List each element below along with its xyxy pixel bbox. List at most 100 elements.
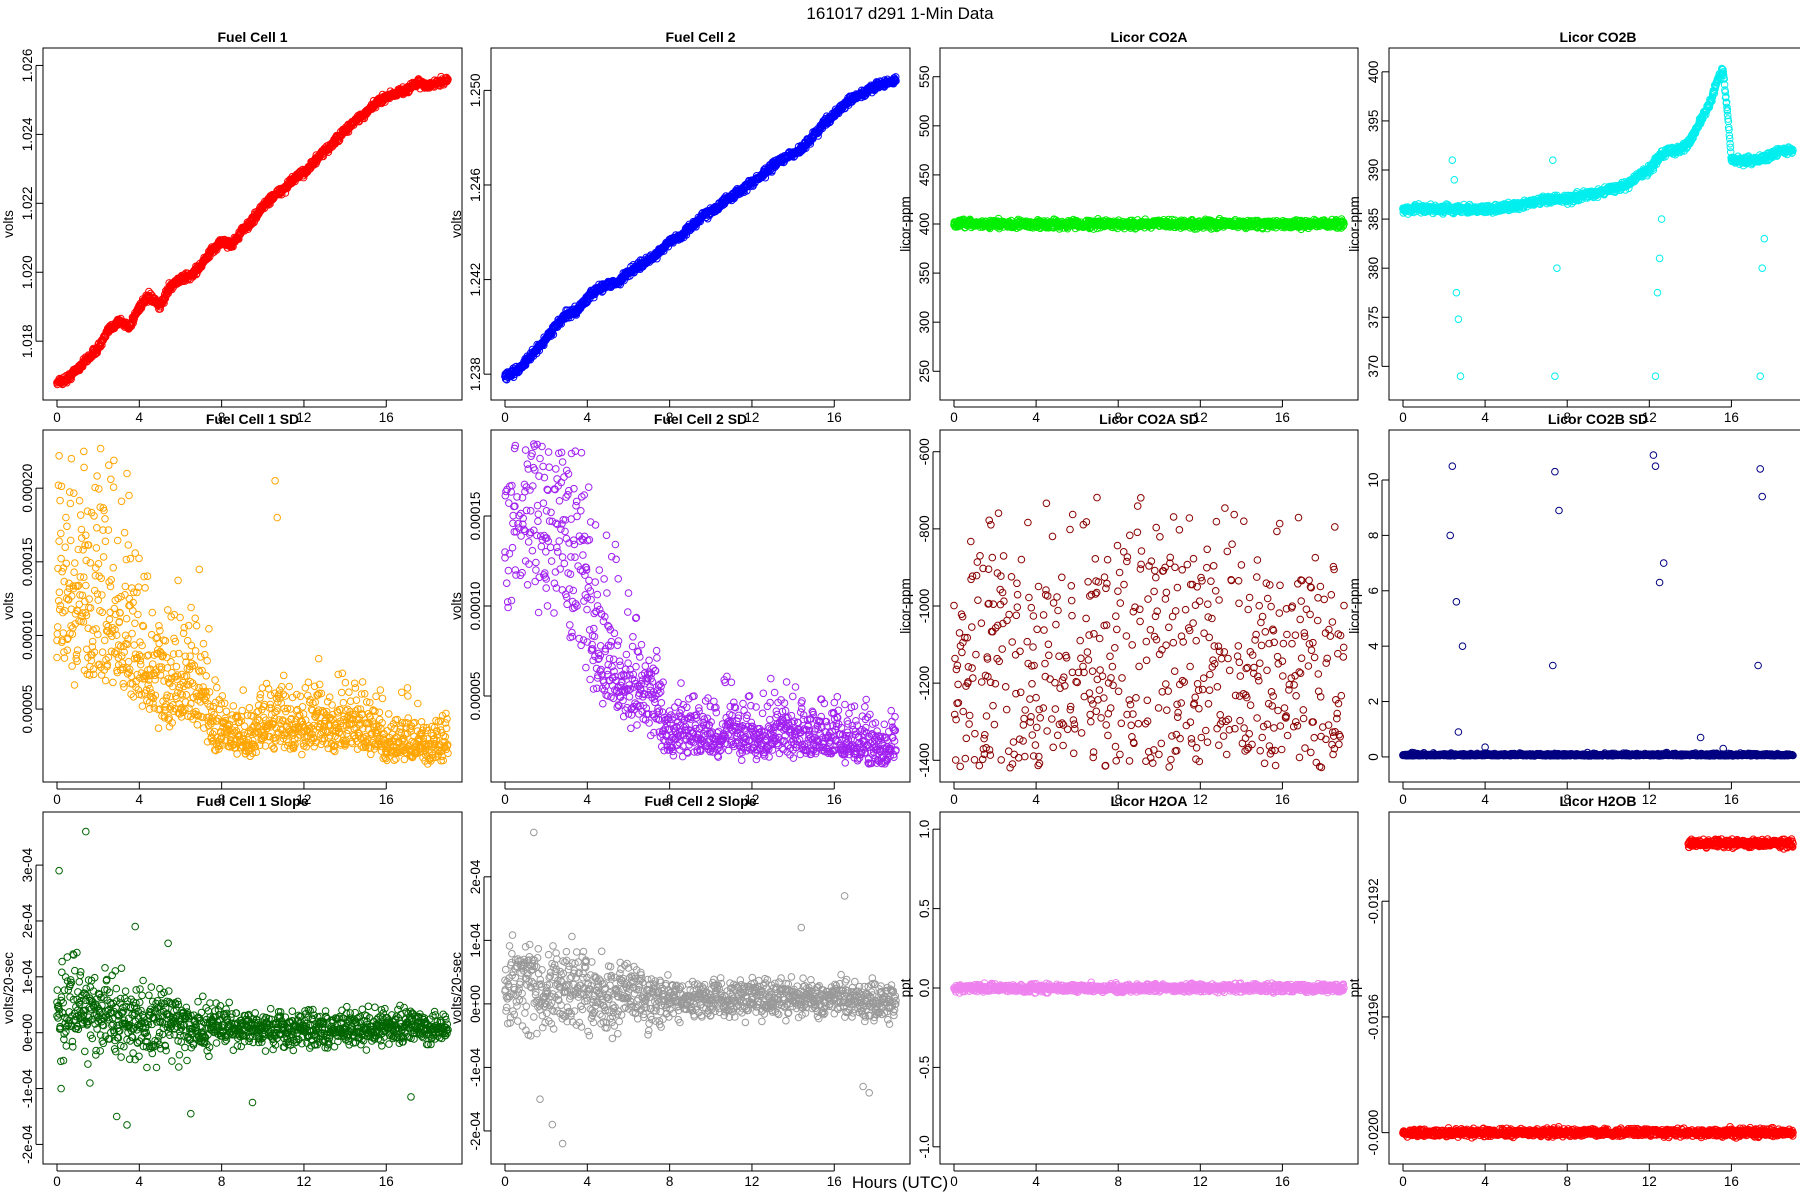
figure-title: 161017 d291 1-Min Data xyxy=(806,4,994,23)
data-point xyxy=(56,496,64,505)
data-point xyxy=(101,515,109,523)
data-point xyxy=(1655,254,1664,263)
x-tick-label: 16 xyxy=(379,410,394,425)
y-tick-label: 375 xyxy=(1366,306,1381,329)
x-tick-label: 16 xyxy=(827,410,842,425)
y-tick-label: 1.018 xyxy=(20,324,35,358)
data-point xyxy=(77,525,86,534)
y-tick-label: 400 xyxy=(917,213,932,236)
plot-frame xyxy=(1388,47,1800,401)
data-point xyxy=(66,499,75,508)
panel-2: Fuel Cell 20 4 8 12 161.2381.2421.2461.250vo… xyxy=(449,29,911,425)
y-tick-label: 1.246 xyxy=(468,168,483,202)
y-tick-label: 450 xyxy=(917,164,932,187)
series-markers xyxy=(1399,64,1797,381)
y-tick-label: 1.022 xyxy=(20,186,35,220)
data-point xyxy=(1454,315,1463,324)
y-tick-label: 300 xyxy=(917,311,932,334)
data-point xyxy=(1653,288,1662,297)
x-tick-label: 16 xyxy=(1275,410,1290,425)
panel-title: Fuel Cell 1 xyxy=(217,29,287,45)
data-point xyxy=(334,137,343,146)
data-point xyxy=(65,488,74,496)
y-axis-label: licor-ppm xyxy=(898,196,913,252)
y-tick-label: 550 xyxy=(917,65,932,88)
series-markers xyxy=(501,73,900,384)
y-axis-label: licor-ppm xyxy=(1347,196,1362,252)
data-point xyxy=(1452,288,1461,297)
data-point xyxy=(80,463,88,472)
data-point xyxy=(62,513,70,522)
y-tick-label: 380 xyxy=(1366,257,1381,280)
data-point xyxy=(101,676,110,685)
data-point xyxy=(1448,156,1457,164)
data-point xyxy=(1756,372,1764,381)
data-point xyxy=(109,678,117,687)
data-point xyxy=(68,662,76,670)
y-tick-label: 385 xyxy=(1366,208,1381,231)
x-tick-label: 4 xyxy=(584,410,592,425)
series-markers xyxy=(53,444,452,768)
data-point xyxy=(1553,264,1561,273)
data-point xyxy=(1456,372,1465,381)
data-point xyxy=(101,537,110,546)
data-point xyxy=(1657,215,1666,223)
data-point xyxy=(92,544,101,552)
data-point xyxy=(109,483,118,492)
data-point xyxy=(83,507,92,516)
plot-frame xyxy=(42,47,463,401)
panel-title: Licor CO2A xyxy=(1110,29,1187,45)
y-axis-label: volts xyxy=(449,210,464,238)
data-point xyxy=(104,622,112,631)
data-point xyxy=(95,485,103,493)
data-point xyxy=(93,472,101,480)
data-point xyxy=(1651,372,1660,381)
data-point xyxy=(71,559,79,567)
x-tick-label: 0 xyxy=(53,410,61,425)
x-tick-label: 8 xyxy=(218,410,226,425)
y-tick-label: 395 xyxy=(1366,110,1381,133)
series-markers xyxy=(950,214,1348,234)
data-point xyxy=(1758,264,1766,273)
data-point xyxy=(66,536,75,545)
y-tick-label: 400 xyxy=(1366,61,1381,84)
data-point xyxy=(70,489,78,498)
y-axis-label: volts xyxy=(1,210,16,238)
data-point xyxy=(75,496,84,505)
data-point xyxy=(93,524,101,532)
y-tick-label: 350 xyxy=(917,262,932,285)
data-point xyxy=(100,636,109,645)
data-point xyxy=(61,543,69,552)
x-tick-label: 16 xyxy=(1724,410,1739,425)
x-tick-label: 16 xyxy=(379,792,394,807)
data-point xyxy=(55,588,64,597)
y-tick-label: 1.024 xyxy=(20,117,35,151)
x-tick-label: 4 xyxy=(136,410,144,425)
panel-grid: Fuel Cell 1 0 4 8 12 16 1.018 1.020 1.022 1.024 1.… xyxy=(1,29,1800,1189)
y-tick-label: 1.020 xyxy=(20,255,35,289)
x-tick-label: 12 xyxy=(296,410,311,425)
series-markers xyxy=(53,72,452,389)
panel-1: Fuel Cell 10 4 8 12 161.0181.0201.0221.0241.… xyxy=(1,29,463,425)
data-point xyxy=(70,681,79,689)
data-point xyxy=(63,522,71,531)
x-tick-label: 0 xyxy=(501,410,509,425)
data-point xyxy=(53,623,62,631)
x-tick-label: 4 xyxy=(136,792,144,807)
y-axis-label: volts xyxy=(1,592,16,620)
y-tick-label: 0.00005 xyxy=(20,685,35,734)
data-point xyxy=(82,581,90,590)
data-point xyxy=(98,648,107,657)
y-tick-label: 1.250 xyxy=(468,73,483,107)
y-tick-label: 0.00015 xyxy=(20,537,35,586)
x-tick-label: 0 xyxy=(1399,410,1407,425)
data-point xyxy=(1760,234,1769,243)
data-point xyxy=(72,651,81,659)
data-point xyxy=(67,622,75,630)
y-tick-label: 500 xyxy=(917,115,932,138)
data-point xyxy=(1551,372,1559,381)
data-point xyxy=(109,563,117,572)
